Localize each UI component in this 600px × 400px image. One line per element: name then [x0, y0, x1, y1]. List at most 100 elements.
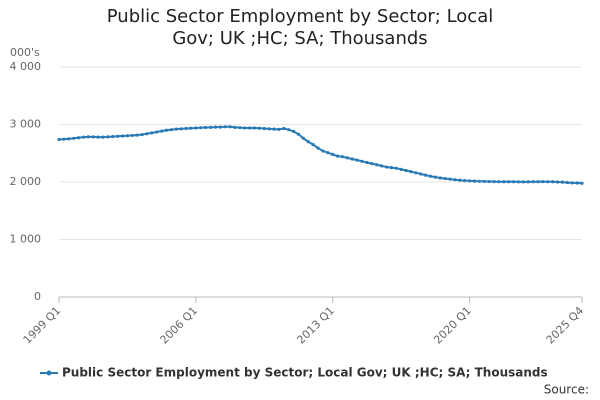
data-point: [76, 136, 81, 140]
data-point: [409, 170, 413, 174]
data-point: [267, 127, 271, 131]
data-point: [433, 175, 437, 179]
data-point: [72, 136, 76, 140]
y-tick-label: 1 000: [10, 233, 42, 246]
data-point: [218, 125, 222, 129]
data-point: [120, 134, 125, 138]
data-point: [399, 167, 403, 171]
data-point: [106, 135, 110, 139]
data-point: [301, 136, 305, 140]
data-point: [311, 143, 315, 147]
data-point: [316, 146, 320, 150]
x-tick-label: 2025 Q4: [544, 304, 587, 347]
data-point: [326, 151, 330, 155]
data-point: [169, 128, 174, 132]
data-point: [394, 166, 398, 170]
chart-title: Public Sector Employment by Sector; Loca…: [106, 6, 494, 49]
data-point: [448, 177, 452, 181]
y-tick-label: 2 000: [10, 175, 42, 188]
data-point: [370, 162, 374, 166]
data-point: [560, 180, 565, 184]
data-point: [208, 125, 213, 129]
data-point: [223, 125, 227, 129]
x-tick-label: 2020 Q1: [431, 304, 474, 347]
y-axis-label: 000's: [10, 46, 40, 59]
data-point: [336, 154, 340, 158]
data-point: [375, 163, 379, 167]
data-point: [516, 180, 521, 184]
data-point: [111, 134, 115, 139]
data-point: [238, 126, 242, 130]
data-point: [551, 180, 555, 184]
data-point: [531, 180, 535, 184]
data-point: [277, 127, 281, 131]
data-point: [404, 168, 408, 173]
data-point: [228, 125, 232, 129]
data-point: [135, 133, 139, 137]
x-tick-label: 2006 Q1: [158, 304, 201, 347]
data-point: [130, 133, 134, 138]
data-point: [296, 132, 301, 136]
data-point: [292, 129, 296, 133]
data-point: [389, 166, 393, 170]
data-point: [179, 127, 183, 131]
source: Source:: [544, 383, 589, 397]
data-point: [248, 126, 252, 130]
data-point: [419, 172, 423, 176]
data-point: [350, 157, 354, 161]
data-point: [81, 135, 86, 139]
data-point: [492, 180, 496, 184]
data-point: [521, 180, 525, 184]
data-point: [306, 140, 310, 144]
data-point: [355, 158, 359, 162]
data-point: [477, 179, 481, 183]
data-point: [502, 180, 506, 184]
data-point: [575, 181, 579, 185]
data-point: [287, 128, 291, 132]
data-point: [511, 180, 516, 184]
data-point: [204, 125, 208, 130]
data-point: [184, 126, 188, 131]
data-point: [565, 180, 569, 185]
data-point: [96, 135, 100, 139]
x-tick-label: 2013 Q1: [294, 304, 337, 347]
data-point: [443, 176, 447, 181]
data-point: [507, 180, 511, 184]
data-point: [463, 178, 467, 183]
data-point: [116, 134, 120, 138]
data-point: [379, 164, 384, 168]
y-tick-label: 4 000: [10, 60, 42, 73]
data-point: [472, 179, 477, 183]
data-point: [467, 179, 472, 183]
legend-marker: [46, 370, 52, 376]
data-point: [546, 180, 550, 184]
data-point: [453, 178, 457, 182]
data-point: [272, 127, 276, 131]
x-tick-label: 1999 Q1: [21, 304, 64, 347]
data-point: [140, 132, 144, 137]
data-point: [189, 126, 193, 130]
data-point: [541, 180, 545, 184]
data-point: [321, 149, 325, 153]
data-point: [213, 125, 218, 129]
data-point: [145, 132, 149, 136]
data-point: [101, 135, 105, 139]
data-point: [155, 130, 159, 134]
data-point: [91, 135, 95, 139]
data-point: [482, 179, 486, 184]
data-point: [526, 180, 530, 184]
data-point: [428, 174, 433, 178]
data-point: [331, 152, 335, 156]
data-point: [199, 126, 203, 130]
data-point: [164, 128, 169, 132]
data-point: [423, 173, 428, 177]
data-point: [458, 178, 462, 182]
data-point: [257, 126, 262, 130]
data-point: [536, 180, 540, 184]
data-point: [57, 137, 61, 142]
data-point: [86, 135, 90, 139]
data-point: [67, 137, 71, 141]
legend-label: Public Sector Employment by Sector; Loca…: [62, 366, 548, 380]
data-point: [384, 165, 389, 169]
